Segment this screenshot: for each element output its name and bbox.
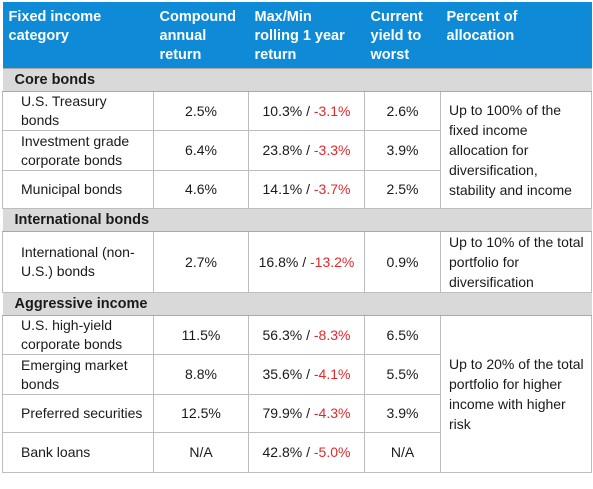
category-cell: Investment grade corporate bonds bbox=[2, 130, 154, 171]
max-min-cell: 35.6% / -4.1% bbox=[248, 354, 365, 395]
table-row: U.S. Treasury bonds 2.5% 10.3% / -3.1% 2.6%… bbox=[2, 91, 592, 209]
category-cell: U.S. high-yield corporate bonds bbox=[2, 315, 154, 355]
section-title: Aggressive income bbox=[2, 292, 592, 316]
table-row: U.S. high-yield corporate bonds 11.5% 56.3… bbox=[2, 315, 592, 473]
max-min-cell: 79.9% / -4.3% bbox=[248, 394, 365, 433]
max-return: 10.3% bbox=[262, 102, 303, 119]
max-min-cell: 14.1% / -3.7% bbox=[248, 170, 365, 209]
table-row: Municipal bonds 4.6% 14.1% / -3.7% 2.5% bbox=[2, 170, 592, 209]
table-row: Emerging market bonds 8.8% 35.6% / -4.1% 5.… bbox=[2, 354, 592, 395]
max-min-cell: 23.8% / -3.3% bbox=[248, 130, 365, 171]
yield-cell: 3.9% bbox=[364, 130, 441, 171]
category-cell: Emerging market bonds bbox=[2, 354, 154, 395]
max-return: 56.3% bbox=[262, 326, 303, 343]
min-return: -3.7% bbox=[313, 181, 351, 197]
max-return: 16.8% bbox=[258, 253, 299, 270]
header-compound-return: Compound annual return bbox=[153, 2, 249, 69]
yield-cell: 2.5% bbox=[364, 170, 441, 209]
compound-return-cell: 4.6% bbox=[153, 170, 249, 209]
max-return: 42.8% bbox=[262, 444, 303, 460]
max-min-cell: 10.3% / -3.1% bbox=[248, 91, 365, 131]
min-return: -4.3% bbox=[313, 405, 351, 421]
max-return: 35.6% bbox=[262, 366, 303, 382]
category-cell: U.S. Treasury bonds bbox=[2, 91, 154, 131]
max-return: 79.9% bbox=[262, 405, 303, 421]
table-body: Core bonds U.S. Treasury bonds 2.5% 10.3% /… bbox=[2, 68, 592, 473]
min-return: -4.1% bbox=[313, 366, 351, 382]
header-allocation: Percent of allocation bbox=[440, 2, 592, 69]
compound-return-cell: 8.8% bbox=[153, 354, 249, 395]
max-return: 23.8% bbox=[262, 142, 303, 158]
max-min-cell: 42.8% / -5.0% bbox=[248, 432, 365, 473]
min-return: -13.2% bbox=[310, 253, 355, 270]
max-min-cell: 16.8% / -13.2% bbox=[248, 231, 365, 293]
max-return: 14.1% bbox=[262, 181, 303, 197]
table-header: Fixed income category Compound annual re… bbox=[2, 2, 592, 69]
min-return: -3.3% bbox=[313, 142, 351, 158]
section-row: Aggressive income bbox=[2, 292, 592, 316]
header-category: Fixed income category bbox=[2, 2, 154, 69]
min-return: -3.1% bbox=[313, 102, 351, 119]
allocation-cell: Up to 100% of the fixed income allocatio… bbox=[440, 91, 592, 209]
min-return: -8.3% bbox=[313, 326, 351, 343]
max-min-cell: 56.3% / -8.3% bbox=[248, 315, 365, 355]
compound-return-cell: 2.7% bbox=[153, 231, 249, 293]
yield-cell: 3.9% bbox=[364, 394, 441, 433]
compound-return-cell: N/A bbox=[153, 432, 249, 473]
yield-cell: 2.6% bbox=[364, 91, 441, 131]
category-cell: International (non-U.S.) bonds bbox=[2, 231, 154, 293]
table-row: International (non-U.S.) bonds 2.7% 16.8% … bbox=[2, 231, 592, 293]
table-row: Preferred securities 12.5% 79.9% / -4.3% 3.… bbox=[2, 394, 592, 433]
yield-cell: 6.5% bbox=[364, 315, 441, 355]
yield-cell: 5.5% bbox=[364, 354, 441, 395]
compound-return-cell: 6.4% bbox=[153, 130, 249, 171]
category-cell: Bank loans bbox=[2, 432, 154, 473]
section-row: Core bonds bbox=[2, 68, 592, 92]
table-row: Investment grade corporate bonds 6.4% 23.8… bbox=[2, 130, 592, 171]
yield-cell: 0.9% bbox=[364, 231, 441, 293]
category-cell: Preferred securities bbox=[2, 394, 154, 433]
yield-cell: N/A bbox=[364, 432, 441, 473]
allocation-cell: Up to 10% of the total portfolio for div… bbox=[440, 231, 592, 293]
section-row: International bonds bbox=[2, 208, 592, 232]
header-row: Fixed income category Compound annual re… bbox=[2, 2, 592, 69]
min-return: -5.0% bbox=[313, 444, 351, 460]
category-cell: Municipal bonds bbox=[2, 170, 154, 209]
table-row: Bank loans N/A 42.8% / -5.0% N/A bbox=[2, 432, 592, 473]
section-title: International bonds bbox=[2, 208, 592, 232]
header-max-min-return: Max/Min rolling 1 year return bbox=[248, 2, 365, 69]
section-title: Core bonds bbox=[2, 68, 592, 92]
compound-return-cell: 11.5% bbox=[153, 315, 249, 355]
compound-return-cell: 12.5% bbox=[153, 394, 249, 433]
header-yield-to-worst: Current yield to worst bbox=[364, 2, 441, 69]
compound-return-cell: 2.5% bbox=[153, 91, 249, 131]
allocation-cell: Up to 20% of the total portfolio for hig… bbox=[440, 315, 592, 473]
fixed-income-table: Fixed income category Compound annual re… bbox=[2, 2, 592, 473]
